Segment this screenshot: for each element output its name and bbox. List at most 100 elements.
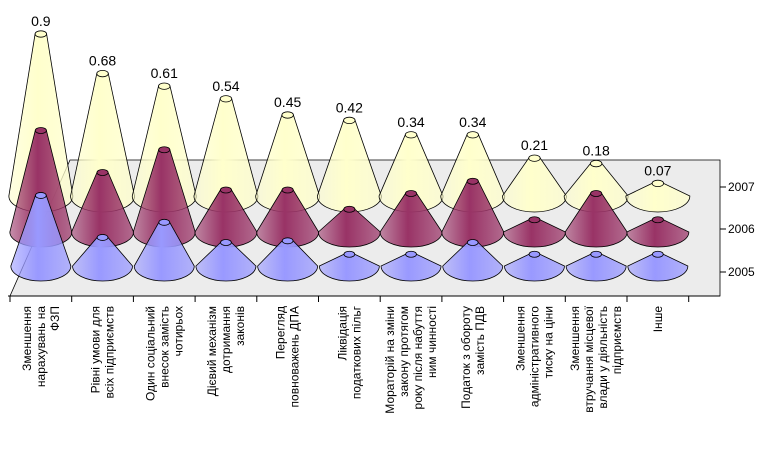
category-label: податкових пільг — [349, 305, 363, 399]
cone-top-2007 — [219, 95, 233, 103]
category-label: всіх підприємств — [103, 306, 117, 399]
cone-2006-10 — [626, 216, 690, 248]
data-label: 0.34 — [459, 114, 486, 130]
data-label: 0.9 — [31, 13, 51, 29]
cone-body-2007 — [625, 183, 691, 213]
category-label: ФЗП — [48, 306, 62, 331]
cone-top-2005 — [343, 250, 356, 258]
cone-top-2007 — [281, 111, 294, 119]
cone-top-2007 — [651, 179, 665, 187]
cone-body-2005 — [380, 253, 442, 282]
cone-top-2005 — [528, 250, 541, 258]
data-label: 0.54 — [212, 78, 239, 94]
cone-top-2006 — [405, 190, 418, 197]
cone-body-2005 — [627, 253, 689, 282]
cone-top-2005 — [652, 250, 664, 258]
cone-2007-1 — [70, 70, 135, 213]
category-label: ним чинності — [425, 306, 439, 378]
category-label: Зменшення — [513, 306, 527, 371]
cone-top-2007 — [34, 30, 48, 38]
cone-2005-6 — [380, 250, 442, 282]
data-label: 0.68 — [89, 53, 116, 69]
cone-top-2007 — [404, 131, 418, 139]
cone-body-2005 — [133, 221, 195, 282]
cone-2005-8 — [504, 250, 565, 282]
cone-body-2005 — [565, 253, 627, 282]
cone-body-2005 — [72, 237, 133, 282]
cone-2006-6 — [379, 190, 443, 248]
category-label: Дієвий механізм — [205, 306, 219, 396]
cone-2005-2 — [133, 218, 195, 282]
category-label: Зменшення — [568, 306, 582, 371]
data-label: 0.42 — [336, 99, 363, 115]
cone-top-2005 — [590, 250, 602, 258]
series-label-2006: 2006 — [728, 222, 755, 236]
cone-body-2005 — [504, 253, 565, 282]
data-label: 0.34 — [397, 114, 424, 130]
category-label: адміністративного — [527, 306, 541, 407]
cone-2005-7 — [442, 239, 504, 282]
cone-top-2005 — [35, 192, 47, 199]
category-label: Зменшення — [20, 306, 34, 371]
cone-top-2007 — [589, 160, 603, 168]
cone-2006-8 — [503, 216, 566, 248]
category-label: замість ПДВ — [473, 306, 487, 375]
cone-top-2005 — [466, 239, 479, 246]
cone-top-2007 — [343, 116, 356, 125]
category-label: Один соціальний — [143, 306, 157, 401]
category-label: нарахувань на — [34, 306, 48, 387]
cone-body-2005 — [10, 195, 72, 282]
cone-top-2005 — [158, 218, 171, 226]
cone-top-2006 — [466, 177, 479, 185]
cone-body-2005 — [257, 240, 319, 282]
cone-top-2006 — [158, 146, 171, 154]
cone-body-2006 — [564, 193, 628, 248]
category-label: Інше — [651, 306, 665, 333]
category-label: законів — [233, 306, 247, 346]
cone-top-2005 — [281, 237, 294, 245]
cone-body-2006 — [503, 219, 566, 248]
cone-top-2006 — [34, 127, 47, 134]
cone-top-2007 — [528, 154, 541, 162]
category-label: Рівні умови для — [89, 306, 103, 393]
cone-body-2005 — [442, 242, 504, 282]
category-label: року після набуття — [411, 306, 425, 409]
cone-top-2007 — [96, 70, 109, 78]
cone-body-2005 — [318, 253, 380, 282]
cone-top-2007 — [466, 131, 479, 139]
cone-2007-10 — [625, 179, 691, 213]
cone-2006-9 — [564, 190, 628, 248]
category-label: повноважень ДПА — [288, 306, 302, 407]
data-label: 0.61 — [151, 65, 178, 81]
cone-2005-10 — [627, 250, 689, 282]
series-label-2005: 2005 — [728, 265, 755, 279]
category-label: Перегляд — [274, 306, 288, 359]
cone-top-2006 — [96, 169, 109, 176]
cone-2005-1 — [72, 234, 133, 282]
cone-body-2005 — [195, 242, 257, 282]
category-label: втручання місцевої — [582, 305, 596, 412]
cone-2005-0 — [10, 192, 72, 282]
cone-2005-9 — [565, 250, 627, 282]
cone-top-2006 — [651, 216, 664, 224]
category-label: тиску на ціни — [541, 306, 555, 378]
cone-2005-3 — [195, 239, 257, 282]
cone-2005-5 — [318, 250, 380, 282]
data-label: 0.18 — [583, 143, 610, 159]
cone-top-2006 — [528, 216, 541, 224]
cone-top-2006 — [219, 186, 232, 194]
series-label-2007: 2007 — [728, 180, 755, 194]
cone-2006-5 — [317, 205, 381, 248]
cone-2007-9 — [563, 160, 629, 213]
cone-body-2006 — [317, 208, 381, 248]
data-label: 0.21 — [521, 137, 548, 153]
category-label: влади у діяльність — [596, 306, 610, 409]
category-label: підприємств — [610, 306, 624, 374]
cone-body-2006 — [379, 193, 443, 248]
data-label: 0.07 — [644, 162, 671, 178]
category-label: Податок з обороту — [459, 306, 473, 409]
category-label: Ліквідація — [335, 306, 349, 361]
cone-top-2006 — [590, 190, 603, 197]
category-label: закону протягом — [397, 306, 411, 397]
